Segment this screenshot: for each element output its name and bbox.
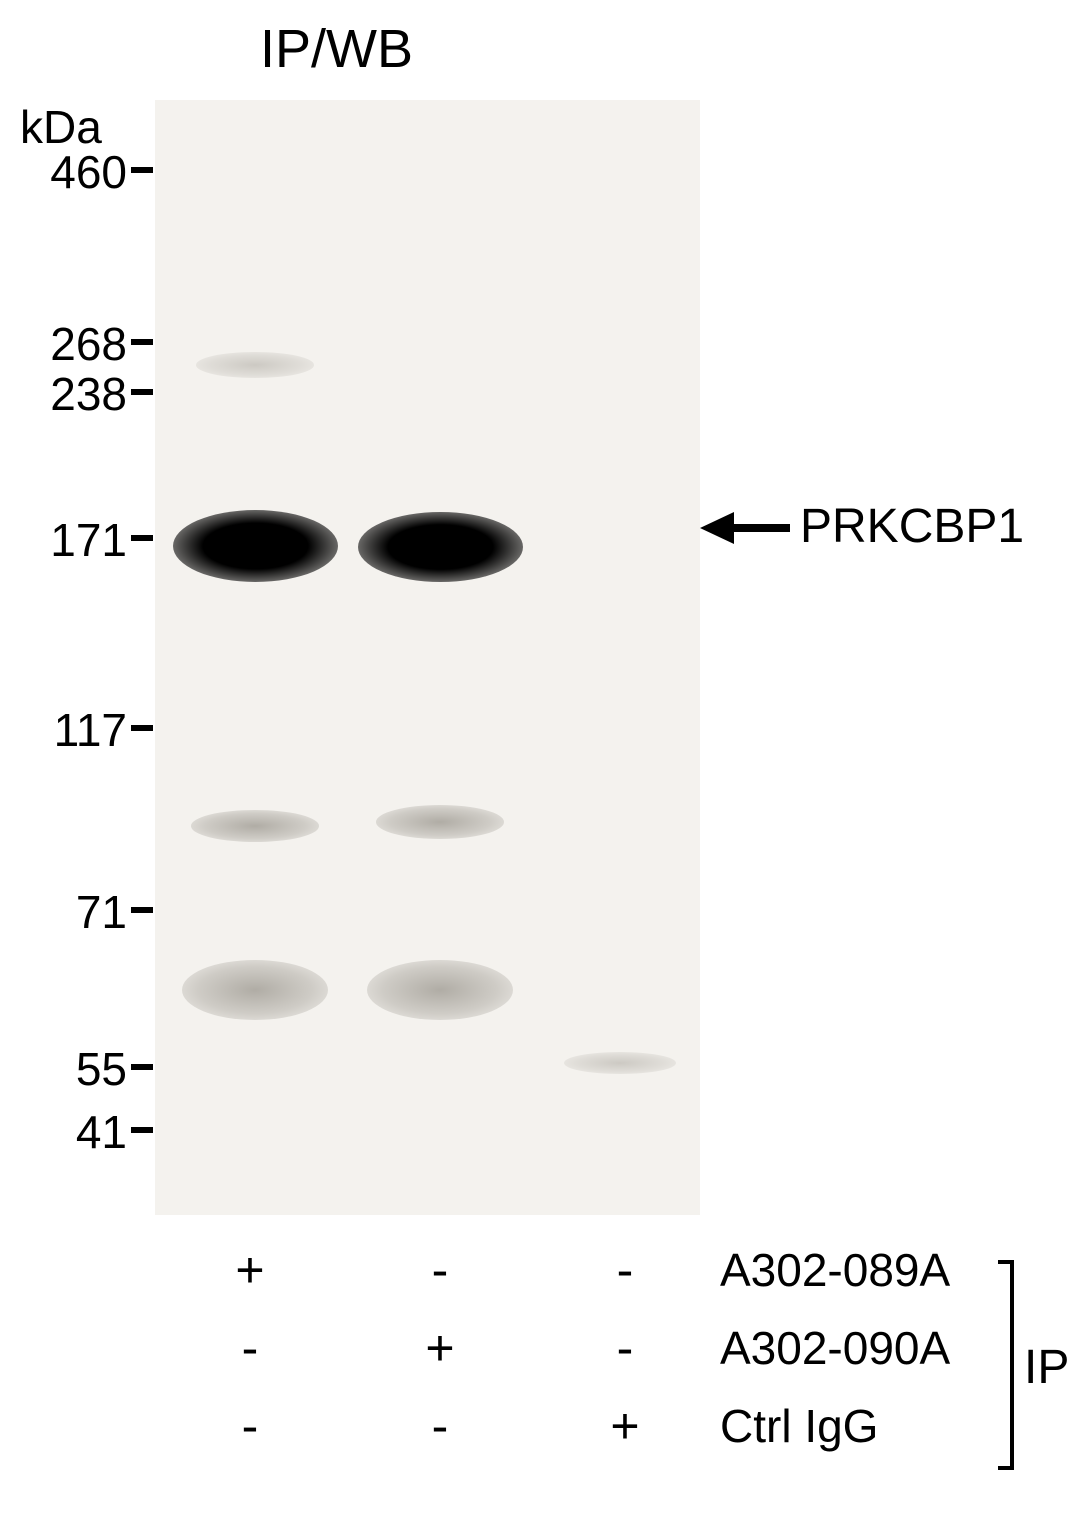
assay-header: IP/WB bbox=[260, 18, 413, 80]
target-arrow-line bbox=[734, 524, 790, 532]
mw-label: 41 bbox=[76, 1105, 127, 1159]
mw-label: 117 bbox=[54, 703, 127, 757]
ip-mark-minus: - bbox=[410, 1397, 470, 1455]
ip-brace-vertical bbox=[1010, 1260, 1014, 1470]
mw-label: 171 bbox=[50, 513, 127, 567]
band-faint bbox=[196, 352, 315, 378]
mw-tick bbox=[131, 167, 153, 173]
mw-tick bbox=[131, 1127, 153, 1133]
band-faint bbox=[182, 960, 327, 1020]
figure-container: IP/WB kDa 460268238171117715541 PRKCBP1 … bbox=[0, 0, 1080, 1526]
ip-mark-minus: - bbox=[410, 1241, 470, 1299]
mw-tick bbox=[131, 1064, 153, 1070]
target-arrow-head bbox=[700, 512, 734, 544]
mw-label: 71 bbox=[76, 885, 127, 939]
ip-mark-minus: - bbox=[220, 1319, 280, 1377]
ip-mark-plus: + bbox=[410, 1319, 470, 1377]
ip-brace-cap-bottom bbox=[998, 1466, 1014, 1470]
band-faint bbox=[367, 960, 512, 1020]
ip-antibody-label: A302-090A bbox=[720, 1321, 950, 1375]
blot-membrane bbox=[155, 100, 700, 1215]
band-faint bbox=[564, 1052, 676, 1074]
mw-tick bbox=[131, 907, 153, 913]
band-faint bbox=[376, 805, 505, 839]
target-protein-label: PRKCBP1 bbox=[800, 499, 1024, 554]
band-strong bbox=[173, 510, 338, 582]
band-faint bbox=[191, 810, 320, 842]
mw-label: 55 bbox=[76, 1042, 127, 1096]
ip-mark-plus: + bbox=[595, 1397, 655, 1455]
mw-tick bbox=[131, 339, 153, 345]
ip-mark-minus: - bbox=[595, 1319, 655, 1377]
ip-antibody-label: A302-089A bbox=[720, 1243, 950, 1297]
ip-side-label: IP bbox=[1024, 1340, 1069, 1395]
ip-antibody-label: Ctrl IgG bbox=[720, 1399, 878, 1453]
ip-mark-minus: - bbox=[220, 1397, 280, 1455]
mw-label: 238 bbox=[50, 367, 127, 421]
mw-label: 268 bbox=[50, 317, 127, 371]
ip-mark-minus: - bbox=[595, 1241, 655, 1299]
mw-tick bbox=[131, 725, 153, 731]
mw-tick bbox=[131, 389, 153, 395]
ip-mark-plus: + bbox=[220, 1241, 280, 1299]
band-strong bbox=[358, 512, 523, 582]
mw-tick bbox=[131, 535, 153, 541]
ip-brace-cap-top bbox=[998, 1260, 1014, 1264]
mw-label: 460 bbox=[50, 145, 127, 199]
